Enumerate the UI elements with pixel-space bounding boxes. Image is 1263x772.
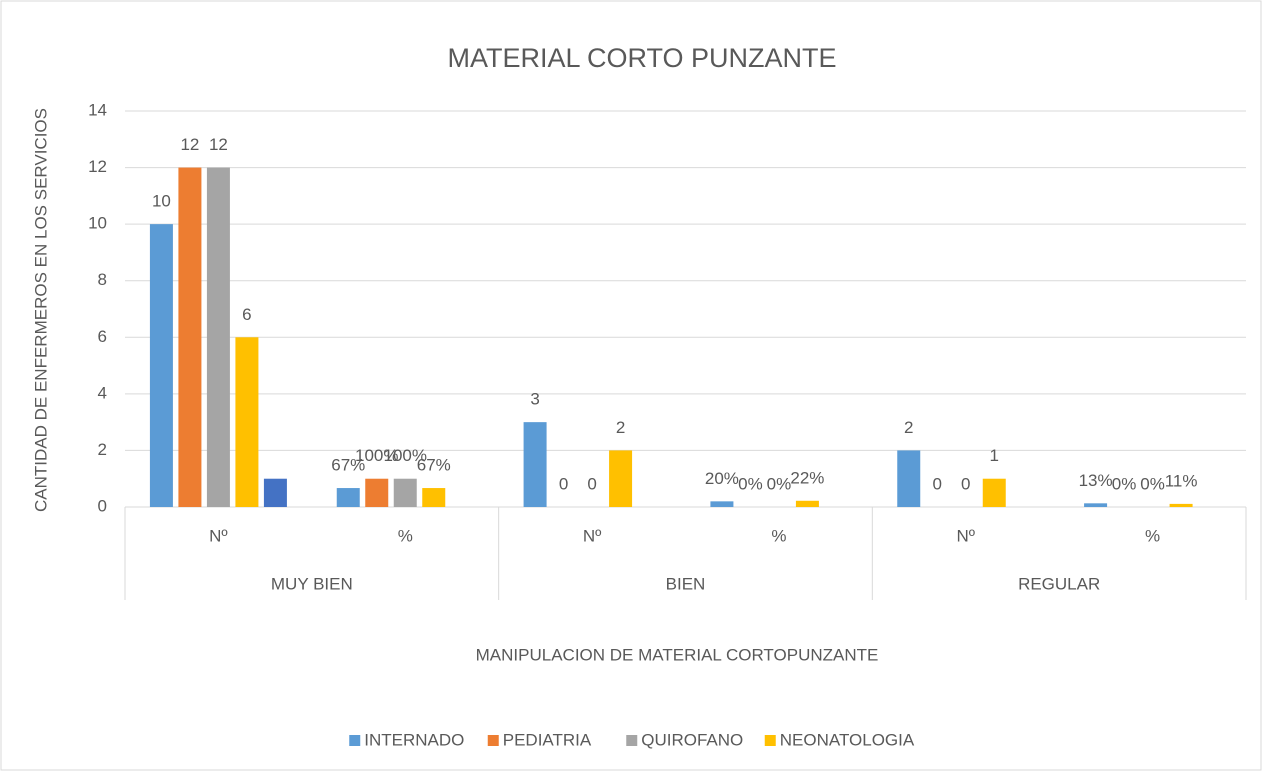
data-label: 0 <box>587 474 596 493</box>
legend-swatch <box>349 735 361 746</box>
data-label: 12 <box>209 135 228 154</box>
bar <box>710 501 734 507</box>
x-axis-title: MANIPULACION DE MATERIAL CORTOPUNZANTE <box>476 645 879 664</box>
legend-swatch <box>764 735 776 746</box>
x-tick-label: % <box>398 526 413 545</box>
data-label: 11% <box>1165 471 1198 490</box>
bar <box>178 167 202 508</box>
data-label: 22% <box>790 468 824 487</box>
bar <box>206 167 230 508</box>
x-tick-label: % <box>771 526 786 545</box>
data-label: 10 <box>152 192 171 211</box>
y-tick-label: 6 <box>98 327 107 346</box>
y-tick-label: 10 <box>88 214 107 233</box>
x-tick-label: Nº <box>957 526 976 545</box>
legend-label: PEDIATRIA <box>503 730 592 749</box>
y-tick-label: 2 <box>98 440 107 459</box>
bar <box>422 488 446 507</box>
legend-label: INTERNADO <box>364 730 464 749</box>
data-label: 0% <box>738 474 763 493</box>
bar <box>897 450 921 507</box>
bar <box>393 478 417 507</box>
y-tick-label: 0 <box>98 496 107 515</box>
bar <box>795 500 819 507</box>
data-label: 0 <box>559 474 568 493</box>
data-label: 67% <box>331 456 365 475</box>
y-tick-label: 14 <box>88 100 107 119</box>
data-label: 12 <box>180 135 199 154</box>
bar <box>1169 503 1193 507</box>
y-axis-title: CANTIDAD DE ENFERMEROS EN LOS SERVICIOS <box>31 108 50 512</box>
data-label: 2 <box>616 418 625 437</box>
data-label: 0% <box>1140 474 1165 493</box>
bar <box>263 478 287 507</box>
data-label: 67% <box>417 456 451 475</box>
data-label: 0% <box>767 474 792 493</box>
x-tick-label: Nº <box>583 526 602 545</box>
data-label: 6 <box>242 305 251 324</box>
data-label: 100% <box>355 446 398 465</box>
bar <box>235 337 259 507</box>
x-tick-label: Nº <box>209 526 228 545</box>
bar <box>336 488 360 507</box>
bar <box>365 478 389 507</box>
y-tick-label: 12 <box>88 157 107 176</box>
data-label: 13% <box>1079 471 1113 490</box>
legend-swatch <box>626 735 638 746</box>
y-tick-label: 8 <box>98 270 107 289</box>
data-label: 3 <box>530 390 539 409</box>
bar <box>1084 503 1108 507</box>
bar <box>523 422 547 507</box>
bar <box>149 224 173 507</box>
data-label: 0 <box>961 474 970 493</box>
data-label: 1 <box>990 446 999 465</box>
bar <box>609 450 633 507</box>
legend-label: NEONATOLOGIA <box>780 730 915 749</box>
group-label: MUY BIEN <box>271 574 353 593</box>
data-label: 20% <box>705 469 739 488</box>
legend-swatch <box>487 735 499 746</box>
group-label: REGULAR <box>1018 574 1100 593</box>
bar <box>982 478 1006 507</box>
legend-label: QUIROFANO <box>641 730 743 749</box>
data-label: 2 <box>904 418 913 437</box>
group-label: BIEN <box>666 574 706 593</box>
x-tick-label: % <box>1145 526 1160 545</box>
data-label: 100% <box>384 446 427 465</box>
chart-title: MATERIAL CORTO PUNZANTE <box>447 43 836 73</box>
data-label: 0 <box>933 474 942 493</box>
data-label: 0% <box>1112 474 1137 493</box>
y-tick-label: 4 <box>98 383 107 402</box>
